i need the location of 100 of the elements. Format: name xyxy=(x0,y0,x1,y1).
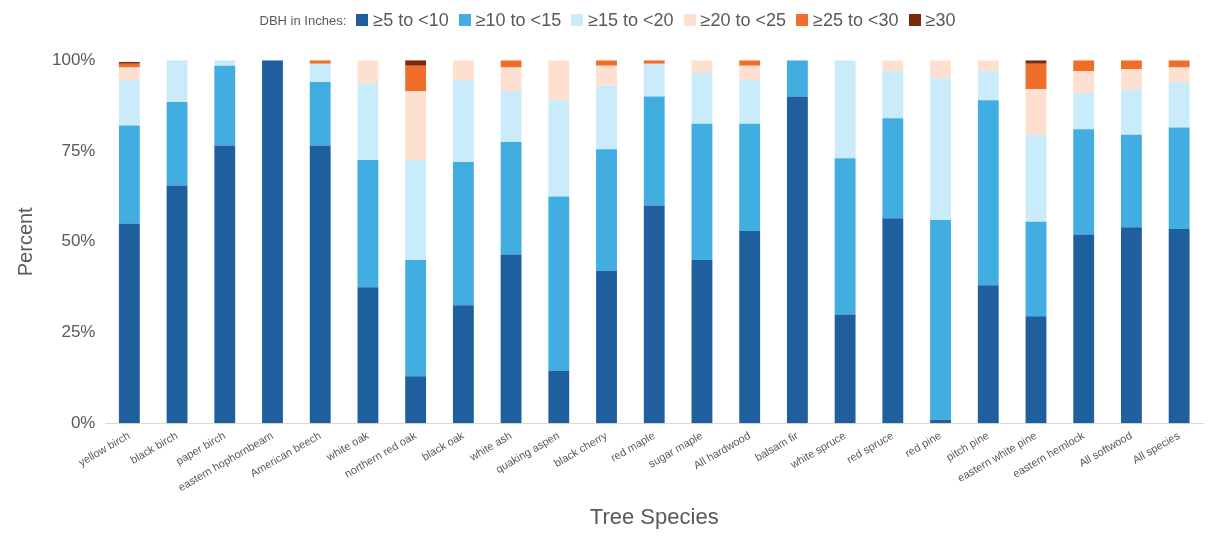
bar xyxy=(214,145,236,424)
legend-title: DBH in Inches: xyxy=(259,12,347,28)
bar xyxy=(262,60,283,424)
bar xyxy=(118,125,140,224)
bar xyxy=(548,60,570,101)
y-tick-label: 0% xyxy=(70,413,96,433)
y-tick-label: 100% xyxy=(52,49,96,69)
bar xyxy=(1121,227,1142,424)
bar xyxy=(977,60,999,72)
bar xyxy=(1073,60,1095,72)
bar xyxy=(357,60,379,84)
bar xyxy=(214,60,236,66)
bar xyxy=(405,91,427,161)
x-axis-title: Tree Species xyxy=(589,503,719,529)
bar xyxy=(882,71,904,119)
bar xyxy=(882,60,904,72)
x-tick-label: black oak xyxy=(419,428,467,463)
bar xyxy=(882,118,904,219)
bar xyxy=(452,80,474,162)
bar xyxy=(1025,134,1047,222)
y-axis-title: Percent xyxy=(13,206,36,277)
legend-label: ≥30 xyxy=(925,9,956,31)
bar xyxy=(118,80,140,126)
bar xyxy=(166,101,188,186)
bar xyxy=(405,60,427,66)
bar xyxy=(548,100,570,197)
bar xyxy=(1121,69,1142,90)
bar xyxy=(548,370,570,424)
bar xyxy=(691,60,713,73)
bar xyxy=(1025,63,1047,90)
bar xyxy=(691,72,713,124)
legend-label: ≥5 to <10 xyxy=(373,9,449,31)
bar xyxy=(309,63,331,82)
bar xyxy=(834,158,856,315)
bar xyxy=(1025,89,1047,135)
bar xyxy=(357,83,379,161)
bar xyxy=(1073,234,1095,424)
bar xyxy=(977,285,999,424)
bar xyxy=(166,60,188,102)
bar xyxy=(357,287,379,424)
bar xyxy=(1121,89,1142,135)
bar xyxy=(309,81,331,146)
bar xyxy=(357,160,379,288)
y-tick-label: 50% xyxy=(61,231,96,251)
bar xyxy=(977,71,999,101)
bar xyxy=(1168,67,1190,82)
bar xyxy=(500,254,522,424)
bar xyxy=(786,60,808,97)
bar xyxy=(930,78,951,220)
bar xyxy=(930,60,951,79)
legend-label: ≥15 to <20 xyxy=(588,9,674,31)
bar xyxy=(596,85,617,150)
legend-label: ≥20 to <25 xyxy=(700,9,787,31)
bar xyxy=(834,314,856,424)
bar xyxy=(452,305,474,424)
bar xyxy=(643,205,665,424)
bar xyxy=(1025,316,1047,424)
bar xyxy=(309,145,331,424)
y-tick-label: 25% xyxy=(61,322,96,342)
legend-label: ≥25 to <30 xyxy=(813,9,899,31)
bar xyxy=(405,376,427,424)
bar xyxy=(643,96,665,206)
bar xyxy=(166,185,188,424)
bar xyxy=(691,259,713,424)
bar xyxy=(739,60,761,66)
x-tick-label: red pine xyxy=(902,429,944,460)
bar xyxy=(500,141,522,255)
bar xyxy=(930,219,951,420)
bar xyxy=(452,161,474,306)
bar xyxy=(1168,81,1190,128)
bar xyxy=(643,63,665,97)
bar xyxy=(1168,229,1190,424)
bar xyxy=(214,65,236,146)
bar xyxy=(596,149,617,271)
bar xyxy=(1121,134,1142,228)
bar xyxy=(1073,71,1095,93)
bar xyxy=(739,80,761,124)
bar xyxy=(596,270,617,424)
bar xyxy=(596,60,617,66)
bar xyxy=(786,96,808,424)
bar xyxy=(405,65,427,92)
bar xyxy=(1073,129,1095,235)
bar xyxy=(834,60,856,159)
bar xyxy=(500,67,522,92)
bar xyxy=(739,65,761,81)
bar xyxy=(452,60,474,81)
bar xyxy=(596,65,617,86)
bar xyxy=(500,91,522,142)
bar xyxy=(739,230,761,424)
bar xyxy=(1168,127,1190,230)
bar xyxy=(1025,221,1047,317)
bar xyxy=(882,218,904,424)
bar xyxy=(1073,92,1095,130)
bar xyxy=(118,223,140,424)
y-tick-label: 75% xyxy=(61,140,96,160)
bar xyxy=(691,123,713,260)
bar xyxy=(118,67,140,81)
bar xyxy=(405,259,427,377)
bar xyxy=(548,196,570,371)
legend-label: ≥10 to <15 xyxy=(475,9,562,31)
